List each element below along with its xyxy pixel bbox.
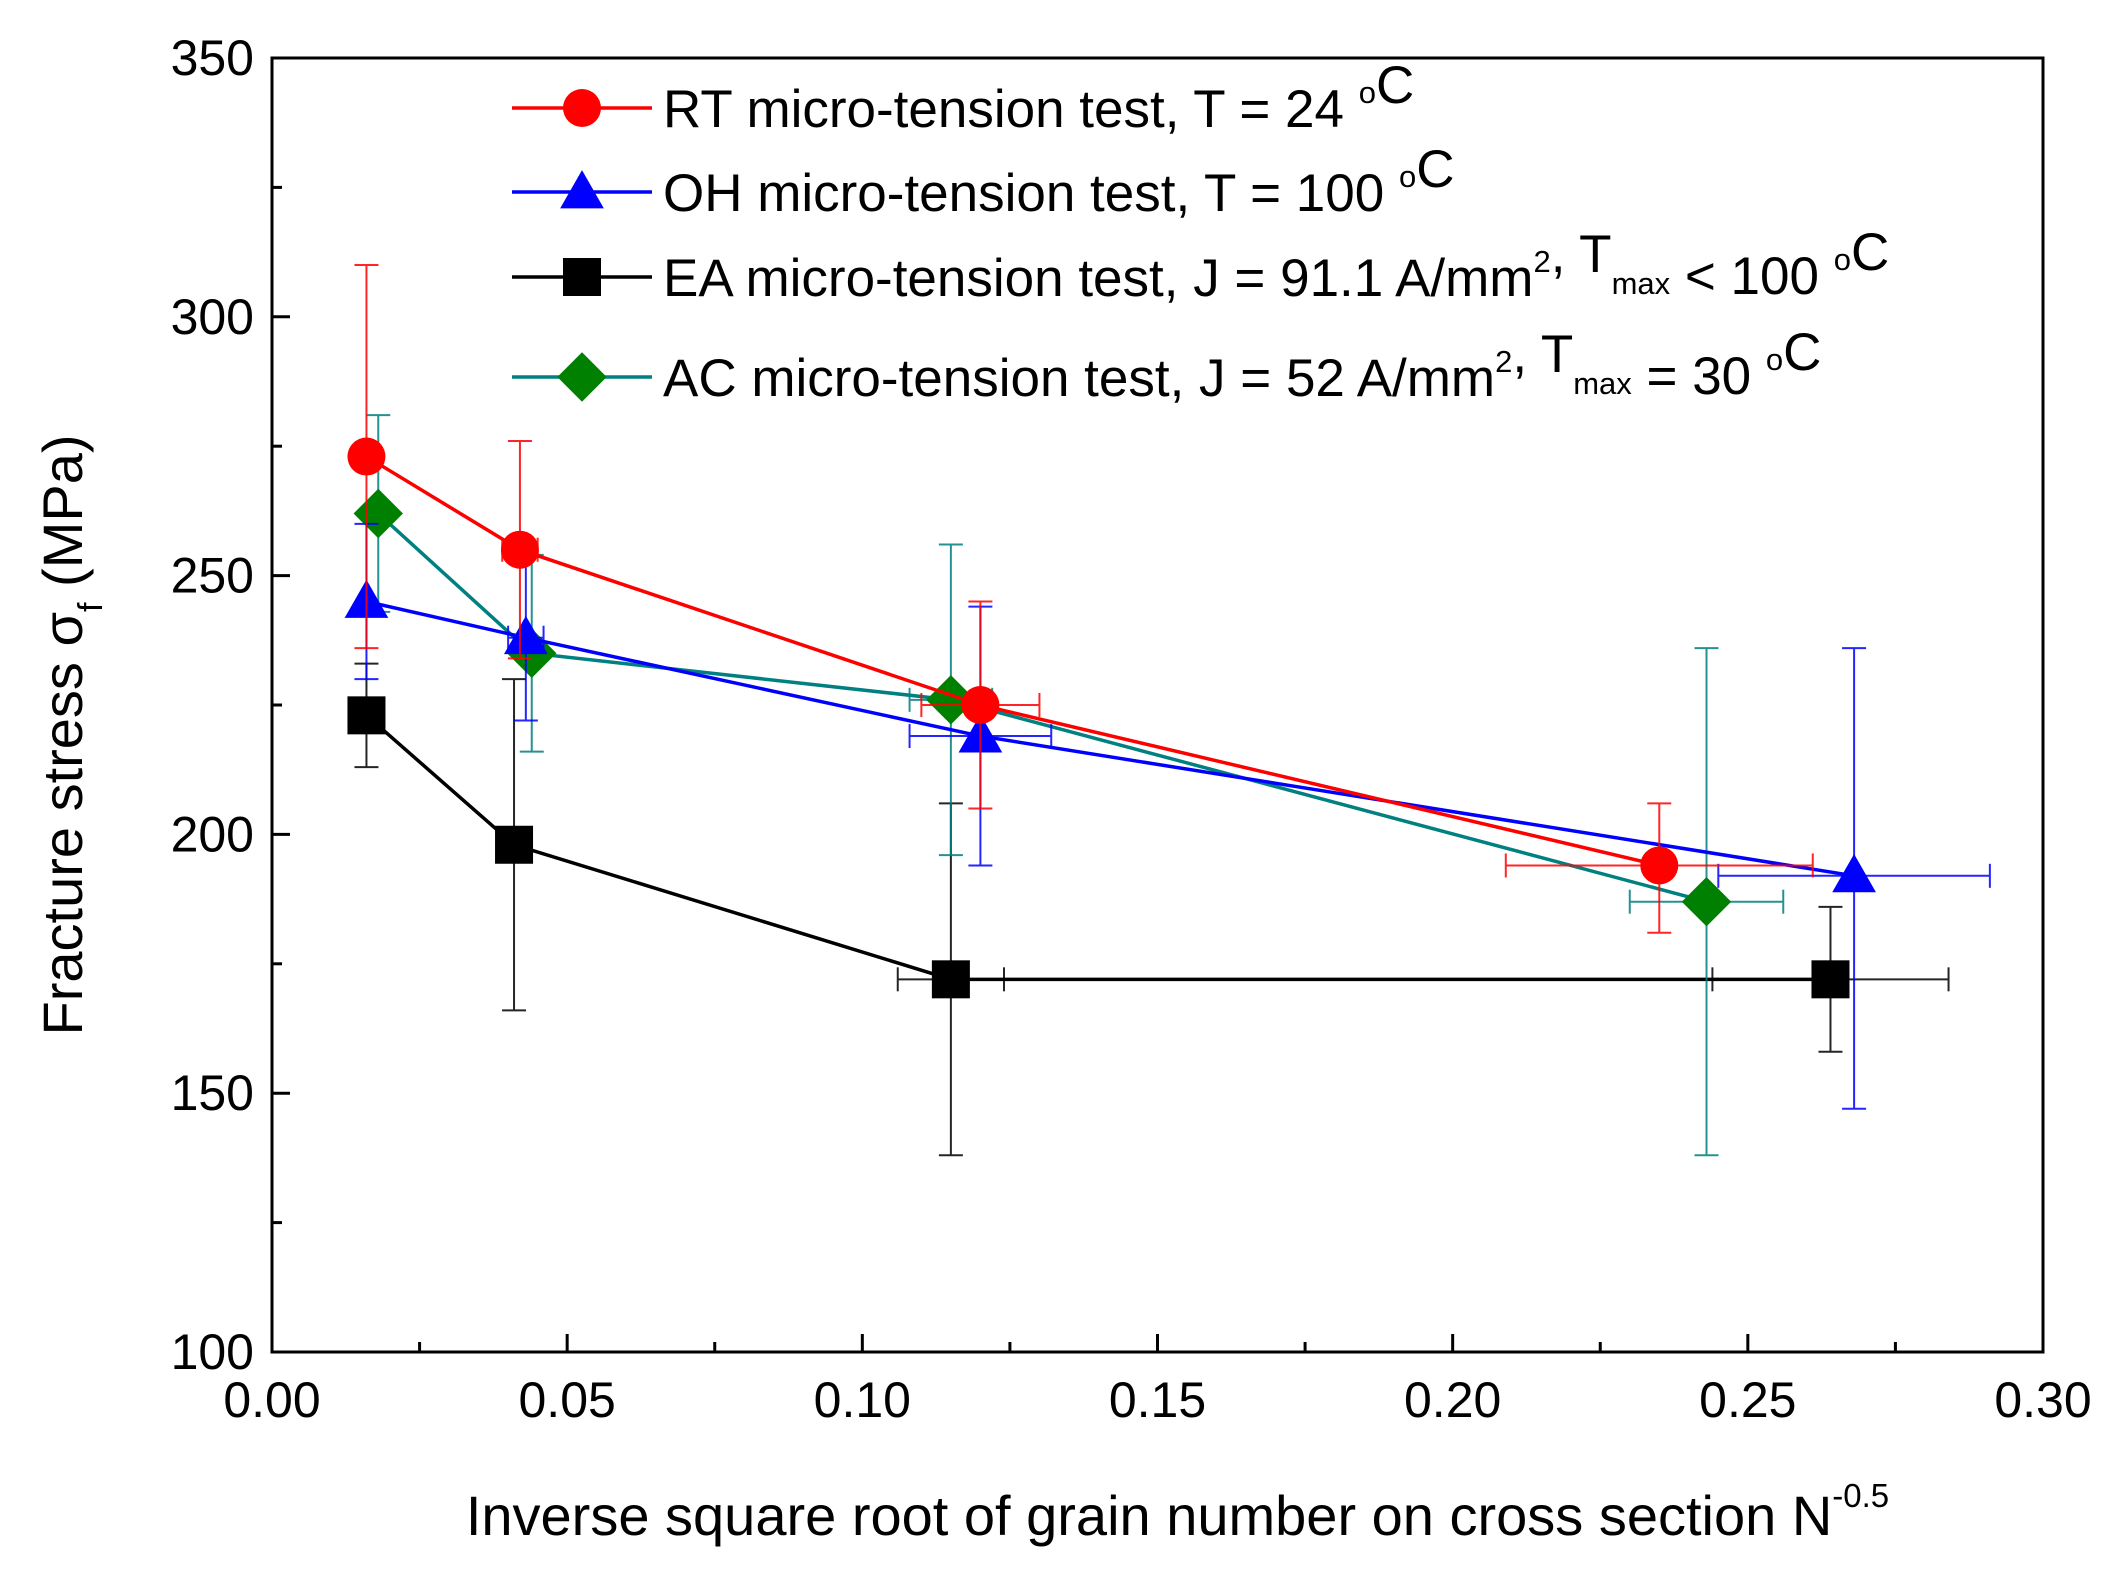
legend-label-part: AC micro-tension test, J = 52 A/mm xyxy=(663,349,1495,408)
legend-label-part: = 30 xyxy=(1632,347,1766,406)
series-line xyxy=(366,599,1855,878)
legend-item: RT micro-tension test, T = 24 oC xyxy=(512,56,1414,139)
data-point xyxy=(503,615,548,655)
legend-item: EA micro-tension test, J = 91.1 A/mm2, T… xyxy=(512,223,1889,308)
legend-label-part: , T xyxy=(1551,225,1612,284)
series-1 xyxy=(347,264,1814,934)
legend-label-part: C xyxy=(1416,140,1454,199)
y-tick-label: 200 xyxy=(171,806,254,862)
series-line xyxy=(377,512,1707,904)
y-tick-label: 300 xyxy=(171,289,254,345)
x-tick-label: 0.20 xyxy=(1404,1372,1501,1428)
legend-label: AC micro-tension test, J = 52 A/mm2, Tma… xyxy=(663,323,1821,408)
y-tick-label: 150 xyxy=(171,1065,254,1121)
legend-label-part: C xyxy=(1851,223,1889,282)
x-tick-label: 0.00 xyxy=(223,1372,320,1428)
legend-item: OH micro-tension test, T = 100 oC xyxy=(512,140,1454,223)
x-tick-label: 0.30 xyxy=(1994,1372,2091,1428)
series-line xyxy=(365,455,1660,868)
legend-label-part: o xyxy=(1359,75,1376,110)
legend-label-part: OH micro-tension test, T = 100 xyxy=(663,164,1399,223)
legend-label-part: o xyxy=(1766,342,1783,377)
x-tick-label: 0.25 xyxy=(1699,1372,1796,1428)
data-point xyxy=(1681,876,1732,927)
x-axis-title: Inverse square root of grain number on c… xyxy=(466,1477,1889,1547)
data-point xyxy=(1832,853,1876,893)
data-point xyxy=(495,825,534,864)
data-point xyxy=(926,675,976,725)
plot-series xyxy=(344,264,1991,1157)
data-point xyxy=(1811,960,1850,999)
y-tick-label: 350 xyxy=(171,30,254,86)
series-3 xyxy=(347,662,1950,1157)
legend-label-part: max xyxy=(1612,266,1671,301)
legend-marker xyxy=(563,258,601,296)
y-axis-title: Fracture stress σf (MPa) xyxy=(31,435,110,1036)
legend-label-part: EA micro-tension test, J = 91.1 A/mm xyxy=(663,249,1533,308)
legend-label: RT micro-tension test, T = 24 oC xyxy=(663,56,1414,139)
legend-marker xyxy=(560,170,604,209)
x-axis-title-superscript: -0.5 xyxy=(1832,1477,1889,1514)
legend-label-part: C xyxy=(1783,323,1821,382)
data-point xyxy=(961,686,1000,724)
y-axis-title-subscript: f xyxy=(72,602,110,612)
axes: 0.00 0.05 0.10 0.15 0.20 0.25 0.30 100 150 200 250… xyxy=(171,30,2092,1428)
y-tick-label: 100 xyxy=(171,1324,254,1380)
data-point xyxy=(500,530,539,569)
legend-label-part: RT micro-tension test, T = 24 xyxy=(663,80,1359,139)
data-point xyxy=(931,960,970,999)
legend-label-part: 2 xyxy=(1533,244,1550,279)
legend-label-part: < 100 xyxy=(1670,247,1834,306)
y-tick-label: 250 xyxy=(171,548,254,604)
legend-label-part: 2 xyxy=(1495,344,1512,379)
legend-label-part: o xyxy=(1399,159,1416,194)
y-axis-title-main: Fracture stress σ xyxy=(31,612,94,1036)
legend-label-part: max xyxy=(1573,366,1632,401)
legend-label-part: , T xyxy=(1512,325,1573,384)
data-point xyxy=(347,437,386,476)
legend-label: OH micro-tension test, T = 100 oC xyxy=(663,140,1454,223)
legend-label-part: o xyxy=(1834,242,1851,277)
data-point xyxy=(1640,846,1679,885)
x-tick-label: 0.10 xyxy=(814,1372,911,1428)
legend-marker xyxy=(563,89,601,127)
data-point xyxy=(347,696,386,735)
legend-label-part: C xyxy=(1376,56,1414,115)
series-line xyxy=(365,714,1831,982)
x-tick-label: 0.15 xyxy=(1109,1372,1206,1428)
x-axis-title-main: Inverse square root of grain number on c… xyxy=(466,1484,1832,1547)
legend-item: AC micro-tension test, J = 52 A/mm2, Tma… xyxy=(512,323,1821,408)
axis-titles: Inverse square root of grain number on c… xyxy=(31,435,1889,1547)
legend-label: EA micro-tension test, J = 91.1 A/mm2, T… xyxy=(663,223,1889,308)
legend-marker xyxy=(557,352,607,402)
x-tick-label: 0.05 xyxy=(519,1372,616,1428)
y-axis-title-unit: (MPa) xyxy=(31,435,94,603)
